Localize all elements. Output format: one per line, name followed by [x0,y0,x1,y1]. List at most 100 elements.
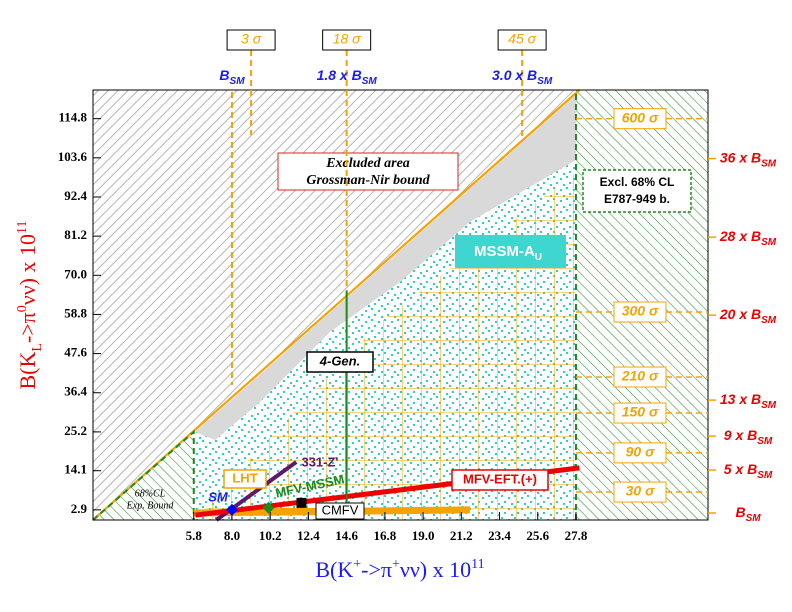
label-sub: SM [757,436,773,447]
enhancement-label: 9 x BSM [724,427,773,447]
annotation: Exp. Bound [126,500,175,511]
label-text: 36 x B [720,149,761,165]
e787-box [582,169,692,213]
annotation: Grossman-Nir bound [306,173,430,188]
top-level-label: 1.8 x BSM [317,67,378,87]
sigma-label: 300 σ [622,303,659,319]
y-tick-label: 14.1 [64,462,87,477]
model-label-box [451,469,549,491]
model-label-box [315,502,365,520]
y-tick-label: 2.9 [71,501,88,516]
label-sub: SM [746,513,762,524]
enhancement-label: BSM [735,504,761,524]
top-sigma-label: 18 σ [333,31,361,47]
axis-label-part: 0 [15,305,30,312]
model-point [262,501,275,514]
annotation-sub: U [535,252,542,263]
label-text: 1.8 x B [317,67,362,83]
x-tick-label: 16.8 [373,528,396,543]
label-sub: SM [757,470,773,481]
mssm-gray-points [195,95,576,440]
x-tick-label: 19.0 [412,528,435,543]
label-sub: SM [537,76,553,87]
sigma-box [613,442,667,464]
label-text: 20 x B [719,306,761,322]
model-label: CMFV [322,502,359,517]
top-sigma-box [226,29,276,51]
x-tick-label: 21.2 [450,528,473,543]
top-sigma-box [322,29,372,51]
x-tick-label: 10.2 [259,528,282,543]
annotation: 68%CL [135,488,166,499]
x-tick-label: 12.4 [297,528,320,543]
x-tick-label: 27.8 [565,528,588,543]
annotation: Excluded area [325,156,410,171]
label-sub: SM [761,315,777,326]
sigma-label: 600 σ [622,109,659,125]
model-label: 331-Z' [301,454,338,469]
axis-label-part: 11 [471,557,484,572]
y-tick-label: 25.2 [64,423,87,438]
top-level-label: 3.0 x BSM [492,67,553,87]
axis-label-part: + [392,557,400,572]
label-sub: SM [230,76,246,87]
y-axis-label: B(KL->π0νν) x 1011 [15,220,45,389]
sigma-label: 150 σ [622,404,659,420]
sigma-box [613,301,667,323]
y-tick-label: 36.4 [64,384,87,399]
x-tick-label: 14.6 [335,528,358,543]
enhancement-label: 20 x BSM [719,306,777,326]
annotation: Excl. 68% CL [600,175,675,189]
label-sub: SM [761,237,777,248]
bound-line [92,89,581,521]
axis-label-part: B(K [15,352,40,390]
model-label: LHT [232,470,257,485]
excluded-box [277,152,459,191]
top-sigma-label: 45 σ [508,31,536,47]
sigma-box [613,481,667,503]
top-level-label: BSM [219,67,245,87]
label-sub: SM [761,400,777,411]
model-point [225,503,238,516]
y-tick-label: 70.0 [64,266,87,281]
y-tick-label: 114.8 [58,110,87,125]
annotation-text: MSSM-A [474,243,535,260]
enhancement-label: 5 x BSM [724,461,773,481]
x-tick-label: 25.6 [526,528,549,543]
model-label-box [223,469,267,489]
label-text: B [735,504,745,520]
y-tick-label: 81.2 [64,227,87,242]
axis-label-part: νν) x 10 [15,234,40,305]
annotation: E787-949 b. [604,192,670,206]
label-text: 9 x B [724,427,757,443]
y-tick-label: 58.8 [64,305,87,320]
enhancement-label: 28 x BSM [719,228,777,248]
axis-label-part: ->π [361,557,392,582]
x-tick-label: 23.4 [488,528,511,543]
enhancement-label: 13 x BSM [720,391,777,411]
model-label: SM [208,489,229,504]
label-text: 3.0 x B [492,67,537,83]
sigma-label: 210 σ [621,368,659,384]
axis-label-part: L [30,343,45,352]
axis-label-part: + [353,557,361,572]
x-axis-label: B(K+->π+νν) x 1011 [315,557,484,582]
axis-label-part: νν) x 10 [400,557,471,582]
axis-label-part: B(K [315,557,353,582]
model-label: MFV-EFT.(+) [463,471,537,486]
label-sub: SM [761,159,777,170]
y-tick-label: 92.4 [64,188,87,203]
sigma-label: 90 σ [626,444,655,460]
label-text: B [219,67,229,83]
annotation: MSSM-AU [474,243,542,263]
y-tick-label: 47.6 [64,345,87,360]
sigma-label: 30 σ [626,483,655,499]
label-text: 13 x B [720,391,761,407]
label-text: 5 x B [724,461,757,477]
top-sigma-label: 3 σ [241,31,262,47]
label-sub: SM [362,76,378,87]
sigma-box [613,366,667,388]
x-tick-label: 5.8 [186,528,203,543]
sigma-box [613,108,667,130]
